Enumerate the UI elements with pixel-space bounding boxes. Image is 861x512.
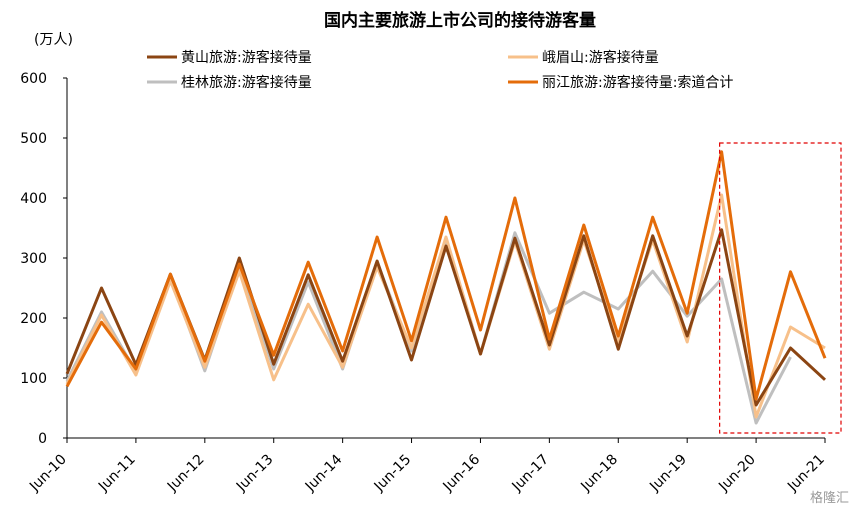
x-tick-label: Jun-13 xyxy=(233,452,277,496)
highlight-rect xyxy=(719,142,842,434)
series-line-huangshan xyxy=(65,228,827,407)
highlight-box xyxy=(719,142,842,434)
x-tick-label: Jun-18 xyxy=(577,452,621,496)
y-tick-label: 0 xyxy=(38,431,47,447)
y-axis: 0 100 200 300 400 500 600 xyxy=(20,71,67,447)
legend-label-guilin: 桂林旅游:游客接待量 xyxy=(181,74,312,91)
x-tick-label: Jun-12 xyxy=(164,452,208,496)
y-tick-label: 600 xyxy=(20,71,47,87)
x-tick-label: Jun-17 xyxy=(509,452,553,496)
legend: 黄山旅游:游客接待量 峨眉山:游客接待量 桂林旅游:游客接待量 丽江旅游:游客接… xyxy=(147,49,733,91)
legend-label-huangshan: 黄山旅游:游客接待量 xyxy=(181,49,312,66)
x-tick-label: Jun-21 xyxy=(784,452,828,496)
watermark-text: 格隆汇 xyxy=(810,490,849,506)
y-tick-label: 400 xyxy=(20,191,47,207)
y-axis-unit-label: (万人) xyxy=(34,32,73,48)
y-tick-label: 300 xyxy=(20,251,47,267)
series-line-lijiang xyxy=(65,150,827,401)
x-tick-label: Jun-10 xyxy=(26,452,70,496)
x-tick-label: Jun-20 xyxy=(715,452,759,496)
legend-label-lijiang: 丽江旅游:游客接待量:索道合计 xyxy=(542,74,733,91)
chart-title: 国内主要旅游上市公司的接待游客量 xyxy=(324,10,596,31)
legend-label-emeishan: 峨眉山:游客接待量 xyxy=(542,49,659,66)
x-tick-label: Jun-14 xyxy=(302,451,346,495)
x-tick-label: Jun-11 xyxy=(95,452,139,496)
x-axis: Jun-10 Jun-11 Jun-12 Jun-13 Jun-14 Jun-15 Jun-… xyxy=(26,438,828,495)
y-tick-label: 100 xyxy=(20,371,47,387)
y-tick-label: 200 xyxy=(20,311,47,327)
y-tick-label: 500 xyxy=(20,131,47,147)
series-lines xyxy=(65,150,827,425)
series-line-emeishan xyxy=(65,193,826,419)
x-tick-label: Jun-15 xyxy=(371,452,415,496)
x-tick-label: Jun-16 xyxy=(440,451,484,495)
x-tick-label: Jun-19 xyxy=(646,452,690,496)
